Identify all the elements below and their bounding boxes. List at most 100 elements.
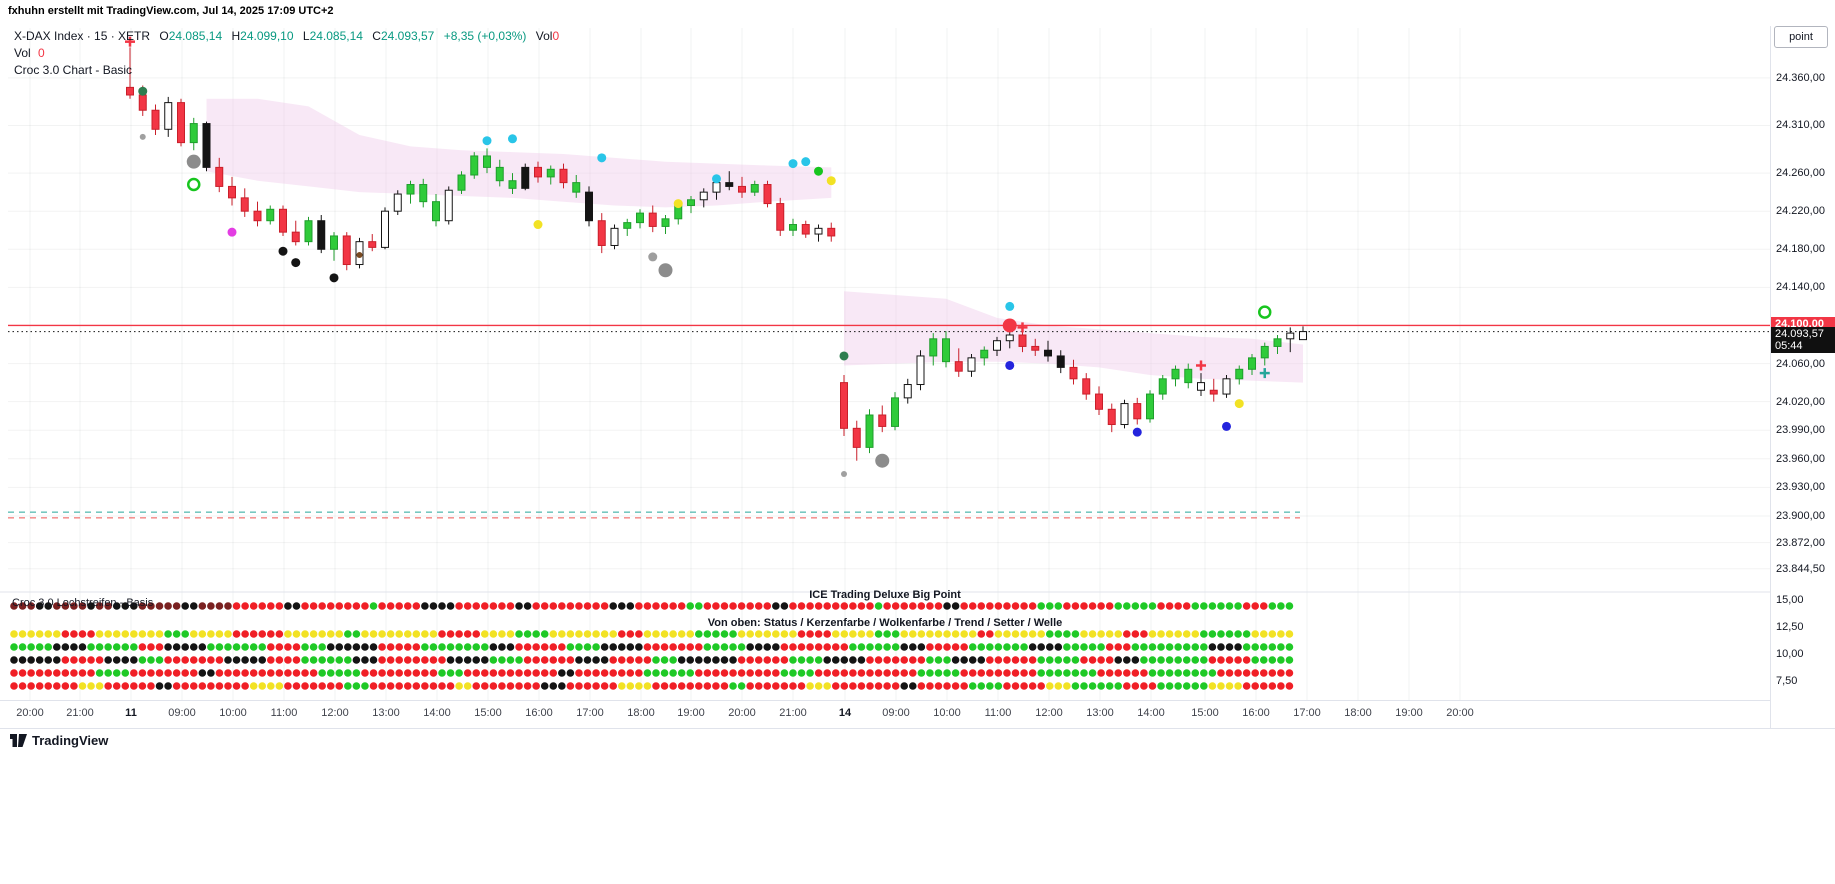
candle-body bbox=[1146, 393, 1154, 420]
study-title: Croc 3.0 Chart - Basic bbox=[14, 63, 133, 77]
candle-body bbox=[470, 155, 479, 176]
candle-body bbox=[266, 208, 275, 222]
candle-body bbox=[699, 191, 708, 201]
time-axis-label: 10:00 bbox=[219, 707, 247, 719]
time-axis-label: 17:00 bbox=[576, 707, 604, 719]
candle-body bbox=[891, 397, 899, 427]
open-label: O bbox=[159, 29, 169, 43]
candle-body bbox=[712, 182, 721, 193]
lochstreifen-row-setter bbox=[10, 669, 1294, 677]
candle-body bbox=[495, 166, 504, 182]
tradingview-attribution[interactable]: TradingView bbox=[10, 733, 108, 748]
candle-body bbox=[636, 212, 644, 224]
time-axis-label: 21:00 bbox=[66, 707, 94, 719]
candle-body bbox=[942, 338, 950, 363]
attribution-text: fxhuhn erstellt mit TradingView.com, Jul… bbox=[8, 5, 334, 17]
price-axis-label: 23.990,00 bbox=[1776, 424, 1825, 437]
vol-value: 0 bbox=[552, 29, 560, 43]
time-axis-label: 10:00 bbox=[933, 707, 961, 719]
price-axis-label: 24.360,00 bbox=[1776, 71, 1825, 84]
candle-body bbox=[1209, 389, 1218, 395]
time-axis-label: 20:00 bbox=[16, 707, 44, 719]
tradingview-logo-icon bbox=[10, 734, 27, 747]
candle-body bbox=[126, 86, 134, 96]
candle-body bbox=[572, 182, 581, 193]
chart-canvas[interactable] bbox=[0, 26, 1770, 728]
candle-body bbox=[993, 340, 1001, 351]
candle-body bbox=[279, 208, 287, 233]
candle-body bbox=[189, 123, 198, 144]
lochstreifen-dots bbox=[10, 602, 1294, 690]
legend-symbol-row[interactable]: X-DAX Index · 15 · XETR O 24.085,14 H24.0… bbox=[14, 28, 559, 44]
candle-body bbox=[929, 338, 938, 357]
candle-body bbox=[1069, 366, 1078, 380]
candle-body bbox=[1171, 368, 1180, 380]
candle-body bbox=[903, 384, 912, 399]
legend-study-row[interactable]: Croc 3.0 Chart - Basic bbox=[14, 62, 559, 78]
lochstreifen-row-welle bbox=[10, 682, 1294, 690]
grid bbox=[8, 28, 1770, 700]
time-axis-label: 20:00 bbox=[728, 707, 756, 719]
candle-body bbox=[878, 414, 887, 427]
candle-body bbox=[1056, 355, 1065, 368]
candle-body bbox=[317, 220, 326, 250]
high-label: H bbox=[231, 29, 241, 43]
candle-body bbox=[585, 191, 593, 222]
candles bbox=[126, 47, 1307, 461]
candle-body bbox=[1158, 378, 1167, 395]
point-scale-button[interactable]: point bbox=[1774, 26, 1828, 48]
candle-body bbox=[546, 168, 555, 178]
legend-volume-row[interactable]: Vol 0 bbox=[14, 45, 559, 61]
candle-body bbox=[1133, 403, 1142, 420]
time-axis-label: 16:00 bbox=[525, 707, 553, 719]
time-axis-label: 13:00 bbox=[372, 707, 400, 719]
horizontal-lines bbox=[8, 324, 1770, 519]
candle-body bbox=[750, 184, 759, 193]
low-value: 24.085,14 bbox=[309, 29, 363, 43]
candle-body bbox=[1286, 332, 1295, 340]
candle-body bbox=[521, 166, 530, 189]
candle-body bbox=[1018, 334, 1027, 347]
time-axis-label: 14:00 bbox=[423, 707, 451, 719]
time-axis-label: 14 bbox=[838, 707, 852, 719]
vol-row-label: Vol bbox=[14, 46, 31, 60]
vol-label: Vol bbox=[535, 29, 553, 43]
time-axis-label: 15:00 bbox=[474, 707, 502, 719]
low-label: L bbox=[302, 29, 310, 43]
indicator-axis-label: 10,00 bbox=[1776, 648, 1804, 660]
candle-body bbox=[138, 94, 147, 111]
candle-body bbox=[393, 193, 402, 212]
time-axis-label: 20:00 bbox=[1446, 707, 1474, 719]
time-axis-label: 12:00 bbox=[321, 707, 349, 719]
candle-body bbox=[1031, 345, 1040, 351]
vol-row-value: 0 bbox=[38, 46, 45, 60]
time-axis-label: 18:00 bbox=[627, 707, 655, 719]
candle-body bbox=[661, 218, 670, 227]
time-axis-label: 18:00 bbox=[1344, 707, 1372, 719]
price-axis[interactable]: point 24.100,00 24.093,57 05:44 24.360,0… bbox=[1771, 26, 1835, 728]
lochstreifen-row-status bbox=[10, 602, 1294, 610]
candle-body bbox=[291, 231, 300, 243]
time-axis-label: 15:00 bbox=[1191, 707, 1219, 719]
time-axis-label: 11 bbox=[125, 707, 137, 719]
candle-body bbox=[801, 224, 810, 235]
candle-body bbox=[342, 235, 351, 266]
candle-body bbox=[444, 189, 453, 222]
time-axis-label: 16:00 bbox=[1242, 707, 1270, 719]
lochstreifen-legend[interactable]: Croc 3.0 Lochstreifen - Basis bbox=[12, 597, 154, 609]
symbol-title: X-DAX Index · 15 · XETR bbox=[14, 29, 151, 43]
high-value: 24.099,10 bbox=[240, 29, 294, 43]
price-axis-label: 23.930,00 bbox=[1776, 481, 1825, 494]
candle-body bbox=[725, 182, 734, 187]
candle-body bbox=[368, 241, 377, 248]
candle-body bbox=[1299, 331, 1307, 341]
candle-body bbox=[330, 235, 338, 250]
candle-body bbox=[852, 427, 861, 448]
candle-body bbox=[610, 227, 619, 246]
candle-body bbox=[1260, 345, 1269, 359]
indicator-pane-subtitle: Von oben: Status / Kerzenfarbe / Wolkenf… bbox=[707, 617, 1063, 629]
indicator-axis-label: 15,00 bbox=[1776, 594, 1804, 606]
chart-legend: X-DAX Index · 15 · XETR O 24.085,14 H24.0… bbox=[14, 28, 559, 79]
time-axis[interactable]: 20:00 21:00 11 09:00 10:00 11:00 12:00 13:00 14:… bbox=[0, 700, 1770, 729]
